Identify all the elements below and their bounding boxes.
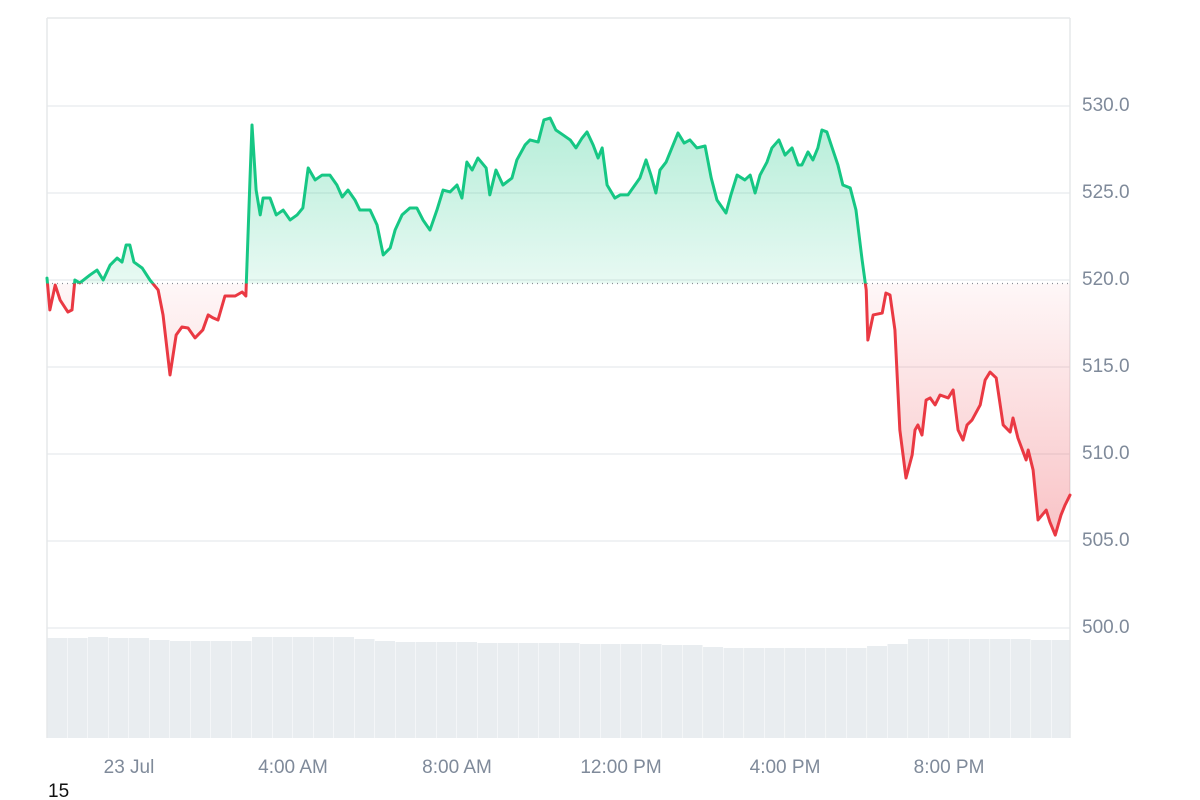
volume-bar — [641, 644, 662, 738]
price-line — [45, 116, 1072, 537]
y-tick-label: 520.0 — [1082, 269, 1130, 290]
volume-bar — [662, 645, 683, 738]
x-tick-label: 4:00 AM — [258, 757, 328, 778]
volume-bar — [457, 642, 478, 738]
volume-bar — [990, 639, 1011, 738]
volume-bar — [211, 641, 232, 738]
volume-bar — [47, 638, 68, 738]
x-tick-label: 8:00 PM — [914, 757, 985, 778]
volume-bar — [170, 641, 191, 738]
volume-bar — [887, 644, 908, 738]
x-tick-label: 12:00 PM — [580, 757, 661, 778]
volume-bar — [846, 648, 867, 738]
volume-bar — [1010, 639, 1031, 738]
volume-bar — [416, 642, 437, 738]
area-fill — [47, 118, 1070, 536]
volume-bar — [498, 643, 519, 738]
volume-bar — [313, 637, 334, 738]
volume-bar — [703, 647, 724, 738]
volume-bar — [1051, 640, 1070, 738]
volume-bar — [600, 644, 621, 738]
y-tick-label: 530.0 — [1082, 95, 1130, 116]
volume-bar — [805, 648, 826, 738]
volume-bar — [744, 648, 765, 738]
volume-bar — [580, 644, 601, 738]
volume-bar — [1031, 640, 1052, 738]
volume-bar — [354, 639, 375, 738]
volume-bar — [723, 648, 744, 738]
volume-bar — [88, 637, 109, 738]
volume-bar — [252, 637, 273, 738]
y-tick-label: 525.0 — [1082, 182, 1130, 203]
volume-bar — [334, 637, 355, 738]
volume-bar — [129, 638, 150, 738]
volume-layer — [47, 637, 1070, 738]
x-tick-label: 4:00 PM — [750, 757, 821, 778]
volume-bar — [867, 646, 888, 738]
volume-bar — [231, 641, 252, 738]
volume-bar — [518, 643, 539, 738]
volume-bar — [539, 643, 560, 738]
volume-bar — [559, 643, 580, 738]
volume-bar — [621, 644, 642, 738]
volume-bar — [682, 645, 703, 738]
volume-bar — [436, 642, 457, 738]
volume-bar — [908, 639, 929, 738]
volume-bar — [928, 639, 949, 738]
y-tick-label: 515.0 — [1082, 356, 1130, 377]
volume-bar — [108, 638, 129, 738]
volume-bar — [149, 640, 170, 738]
volume-bar — [375, 641, 396, 738]
volume-bar — [293, 637, 314, 738]
volume-bar — [272, 637, 293, 738]
volume-bar — [67, 638, 88, 738]
y-tick-label: 505.0 — [1082, 530, 1130, 551]
footnote: 15 — [48, 781, 69, 800]
volume-bar — [969, 639, 990, 738]
volume-bar — [395, 642, 416, 738]
volume-bar — [785, 648, 806, 738]
volume-bar — [949, 639, 970, 738]
x-tick-label: 23 Jul — [104, 757, 155, 778]
y-tick-label: 510.0 — [1082, 443, 1130, 464]
volume-bar — [826, 648, 847, 738]
y-tick-label: 500.0 — [1082, 617, 1130, 638]
volume-bar — [764, 648, 785, 738]
volume-bar — [477, 643, 498, 738]
x-tick-label: 8:00 AM — [422, 757, 492, 778]
plot-layer — [45, 116, 1072, 537]
volume-bar — [190, 641, 211, 738]
